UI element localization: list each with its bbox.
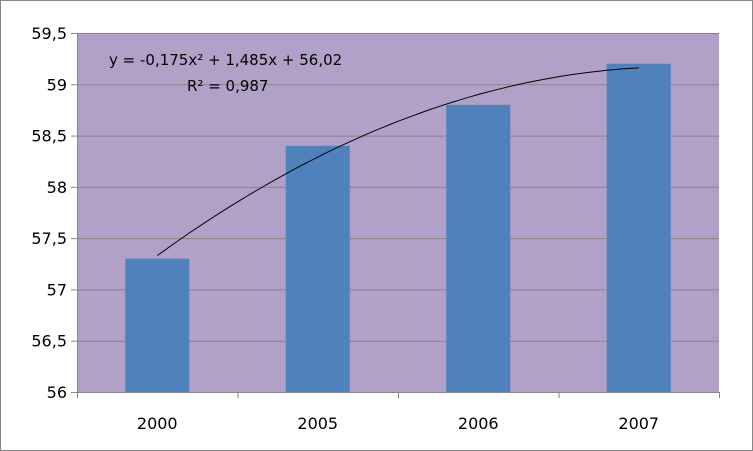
bar-2005 <box>285 145 350 392</box>
axes <box>71 33 720 398</box>
bar-2006 <box>446 104 511 393</box>
x-axis-tick-labels: 2000 2005 2006 2007 <box>137 414 659 433</box>
trendline-equation: y = -0,175x² + 1,485x + 56,02 <box>109 51 342 69</box>
y-tick-label: 57 <box>47 280 67 299</box>
y-tick-label: 56 <box>47 383 67 402</box>
trendline <box>157 67 639 257</box>
x-tick-label: 2000 <box>137 414 178 433</box>
y-tick-label: 57,5 <box>31 229 67 248</box>
x-tick-label: 2007 <box>618 414 659 433</box>
bar-2007 <box>606 63 671 393</box>
y-axis-tick-labels: 56 56,5 57 57,5 58 58,5 59 59,5 <box>31 24 67 402</box>
y-tick-label: 59,5 <box>31 24 67 43</box>
x-tick-label: 2005 <box>297 414 338 433</box>
y-tick-label: 59 <box>47 75 67 94</box>
y-tick-label: 58,5 <box>31 127 67 146</box>
trendline-r-squared: R² = 0,987 <box>187 77 268 95</box>
x-tick-label: 2006 <box>458 414 499 433</box>
bars <box>125 63 671 393</box>
y-tick-label: 58 <box>47 178 67 197</box>
bar-2000 <box>125 258 190 392</box>
y-tick-label: 56,5 <box>31 332 67 351</box>
